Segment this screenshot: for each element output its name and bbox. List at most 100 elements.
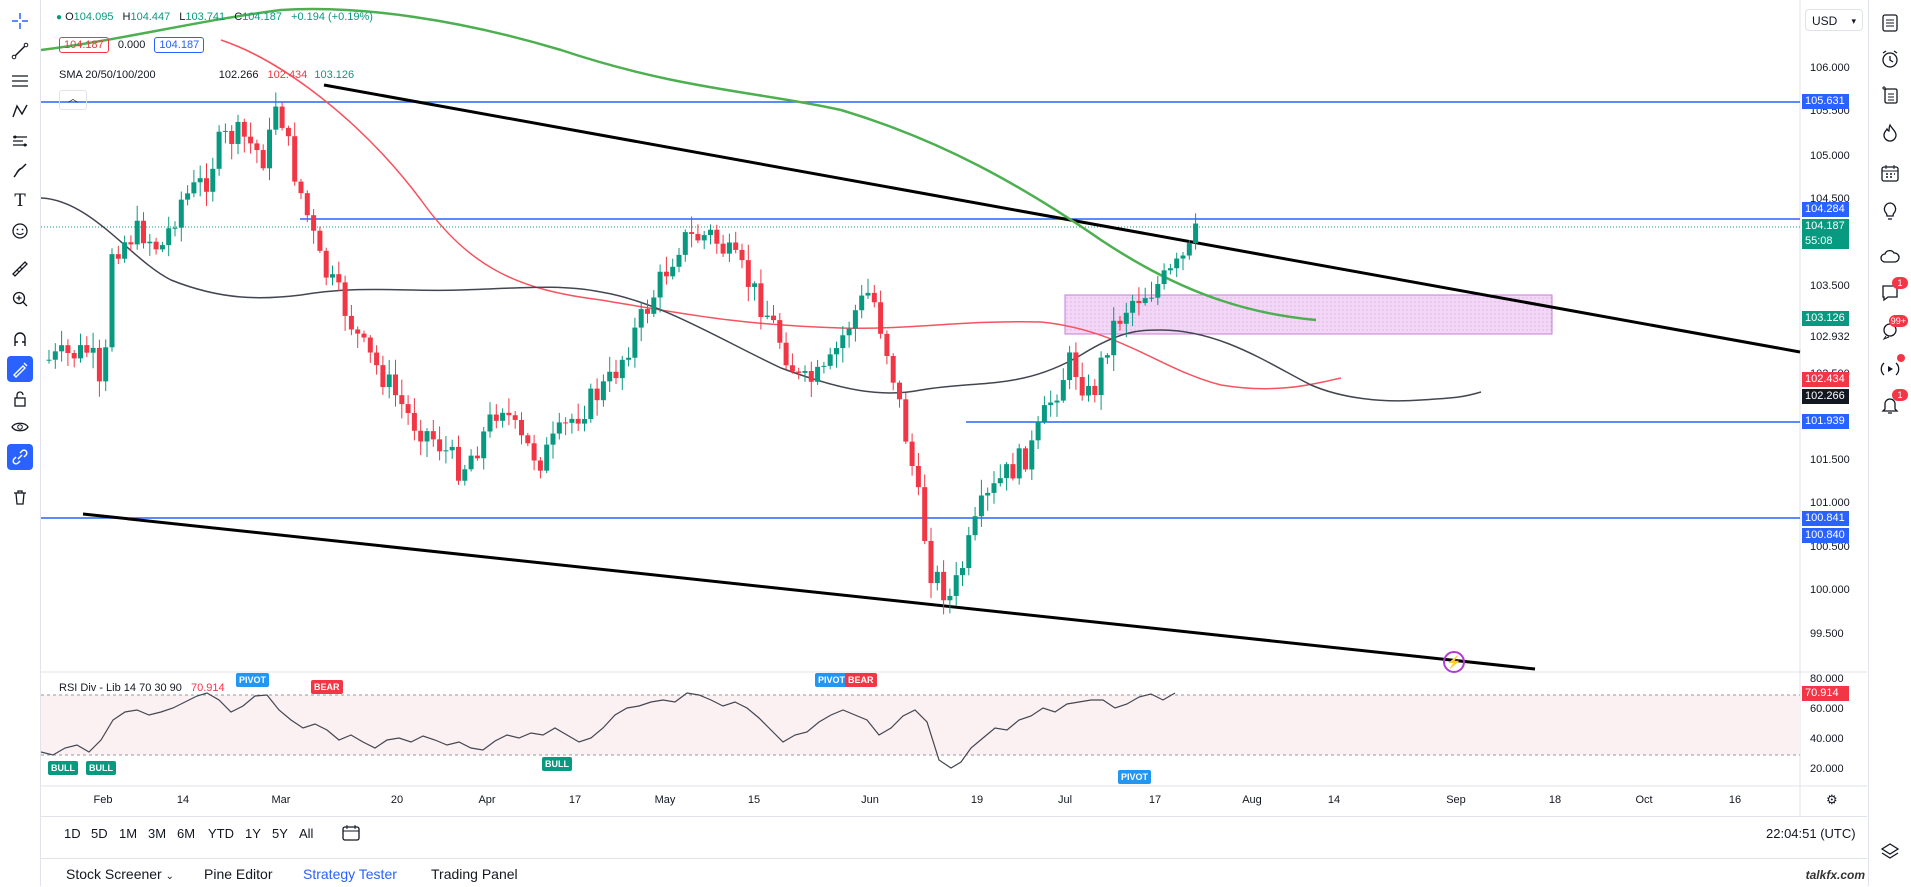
candle-body xyxy=(903,399,909,442)
time-tick: 17 xyxy=(1148,794,1162,806)
candle-body xyxy=(115,254,121,259)
hotlist-fire-icon[interactable] xyxy=(1877,120,1903,146)
rsi-bull-marker: BULL xyxy=(86,761,116,775)
candle-body xyxy=(254,143,260,151)
tab-strategy-tester[interactable]: Strategy Tester xyxy=(303,866,397,882)
price-tag-level: 100.840 xyxy=(1802,528,1849,543)
candle-body xyxy=(204,178,209,192)
supply-demand-zone[interactable] xyxy=(1064,294,1553,335)
candle-body xyxy=(456,446,461,481)
candle-body xyxy=(1023,448,1028,470)
candle-body xyxy=(575,418,581,424)
candle-body xyxy=(122,242,128,259)
close-label: C xyxy=(234,11,243,23)
low-value: 103.741 xyxy=(185,11,226,23)
candle-body xyxy=(764,315,770,318)
tab-trading-panel[interactable]: Trading Panel xyxy=(431,866,518,882)
spread-value: 0.000 xyxy=(117,39,146,51)
pattern-icon[interactable] xyxy=(7,98,33,124)
ask-button[interactable]: 104.187 xyxy=(154,37,205,53)
lower-trendline[interactable] xyxy=(82,512,1536,671)
candle-body xyxy=(733,242,739,250)
candle-body xyxy=(1054,400,1060,403)
fib-retracement-icon[interactable] xyxy=(7,68,33,94)
bid-button[interactable]: 104.187 xyxy=(59,37,109,53)
range-6m-button[interactable]: 6M xyxy=(177,826,196,841)
watchlist-icon[interactable] xyxy=(1877,10,1903,36)
candle-body xyxy=(878,302,884,334)
range-ytd-button[interactable]: YTD xyxy=(208,826,234,841)
link-icon[interactable] xyxy=(7,444,33,470)
ruler-icon[interactable] xyxy=(7,256,33,282)
tab-label: Stock Screener xyxy=(66,866,162,882)
data-window-icon[interactable] xyxy=(1877,82,1903,108)
trend-line-icon[interactable] xyxy=(7,38,33,64)
rsi-pivot-marker: PIVOT xyxy=(815,673,849,687)
ideas-lightbulb-icon[interactable] xyxy=(1877,198,1903,224)
range-5d-button[interactable]: 5D xyxy=(91,826,108,841)
range-3m-button[interactable]: 3M xyxy=(148,826,167,841)
sma-20-line xyxy=(41,197,1482,402)
text-tool-icon[interactable]: T xyxy=(14,191,26,211)
candle-body xyxy=(216,131,222,169)
settings-gear-icon[interactable]: ⚙ xyxy=(1826,792,1838,807)
range-1m-button[interactable]: 1M xyxy=(119,826,138,841)
sma-50-value: 102.434 xyxy=(267,69,308,81)
range-1d-button[interactable]: 1D xyxy=(64,826,81,841)
range-5y-button[interactable]: 5Y xyxy=(272,826,288,841)
prediction-icon[interactable] xyxy=(7,128,33,154)
stay-in-drawing-mode-icon[interactable] xyxy=(7,356,33,382)
alarm-clock-icon[interactable] xyxy=(1877,46,1903,72)
candle-body xyxy=(153,241,159,250)
range-1y-button[interactable]: 1Y xyxy=(245,826,261,841)
sma-legend[interactable]: SMA 20/50/100/200 102.266 102.434 103.12… xyxy=(59,69,354,81)
layers-icon[interactable] xyxy=(1877,838,1903,864)
trash-icon[interactable] xyxy=(7,484,33,510)
candle-body xyxy=(1035,421,1041,441)
ideas-chat-icon[interactable]: 1 xyxy=(1877,277,1908,306)
eye-icon[interactable] xyxy=(7,414,33,440)
zoom-in-icon[interactable] xyxy=(7,286,33,312)
sma-indicator-label: SMA 20/50/100/200 xyxy=(59,69,156,81)
rsi-legend[interactable]: RSI Div - Lib 14 70 30 90 70.914 xyxy=(59,682,225,694)
candle-body xyxy=(796,371,802,373)
candle-body xyxy=(758,283,764,318)
upper-trendline[interactable] xyxy=(323,83,1801,354)
price-tick: 101.500 xyxy=(1810,454,1850,466)
currency-select[interactable]: USD ▾ xyxy=(1805,9,1863,31)
streams-icon[interactable] xyxy=(1877,354,1905,382)
time-tick: Aug xyxy=(1242,794,1262,806)
candle-body xyxy=(1155,284,1161,298)
candle-body xyxy=(821,365,827,367)
brush-icon[interactable] xyxy=(7,158,33,184)
rsi-tick: 20.000 xyxy=(1810,763,1844,775)
goto-date-calendar-icon[interactable] xyxy=(341,823,361,848)
magnet-icon[interactable] xyxy=(7,326,33,352)
price-tick: 102.932 xyxy=(1810,331,1850,343)
candle-body xyxy=(298,181,304,194)
tab-pine-editor[interactable]: Pine Editor xyxy=(204,866,273,882)
news-cloud-icon[interactable] xyxy=(1877,244,1903,270)
candle-body xyxy=(292,136,298,182)
candle-body xyxy=(386,374,392,388)
rsi-value: 70.914 xyxy=(190,682,225,694)
candle-body xyxy=(481,431,487,459)
emoji-icon[interactable] xyxy=(7,218,33,244)
candle-body xyxy=(443,450,449,452)
rsi-bear-marker: BEAR xyxy=(311,680,343,694)
rsi-pivot-marker: PIVOT xyxy=(236,673,270,687)
collapse-legend-chevron-icon[interactable]: ︿ xyxy=(59,90,87,110)
candle-body xyxy=(563,422,569,424)
timezone-clock[interactable]: 22:04:51 (UTC) xyxy=(1766,826,1856,841)
chats-icon[interactable]: 99+ xyxy=(1877,315,1908,344)
calendar-icon[interactable] xyxy=(1877,160,1903,186)
candle-body xyxy=(582,418,587,424)
rsi-pivot-marker: PIVOT xyxy=(1118,770,1152,784)
alerts-bell-icon[interactable]: 1 xyxy=(1877,389,1908,418)
crosshair-icon[interactable] xyxy=(7,8,33,34)
event-marker-icon[interactable]: ⚡ xyxy=(1443,651,1465,673)
range-all-button[interactable]: All xyxy=(299,826,314,841)
price-chart[interactable] xyxy=(41,0,1867,816)
tab-stock-screener[interactable]: Stock Screener ⌄ xyxy=(66,866,174,882)
lock-icon[interactable] xyxy=(7,386,33,412)
